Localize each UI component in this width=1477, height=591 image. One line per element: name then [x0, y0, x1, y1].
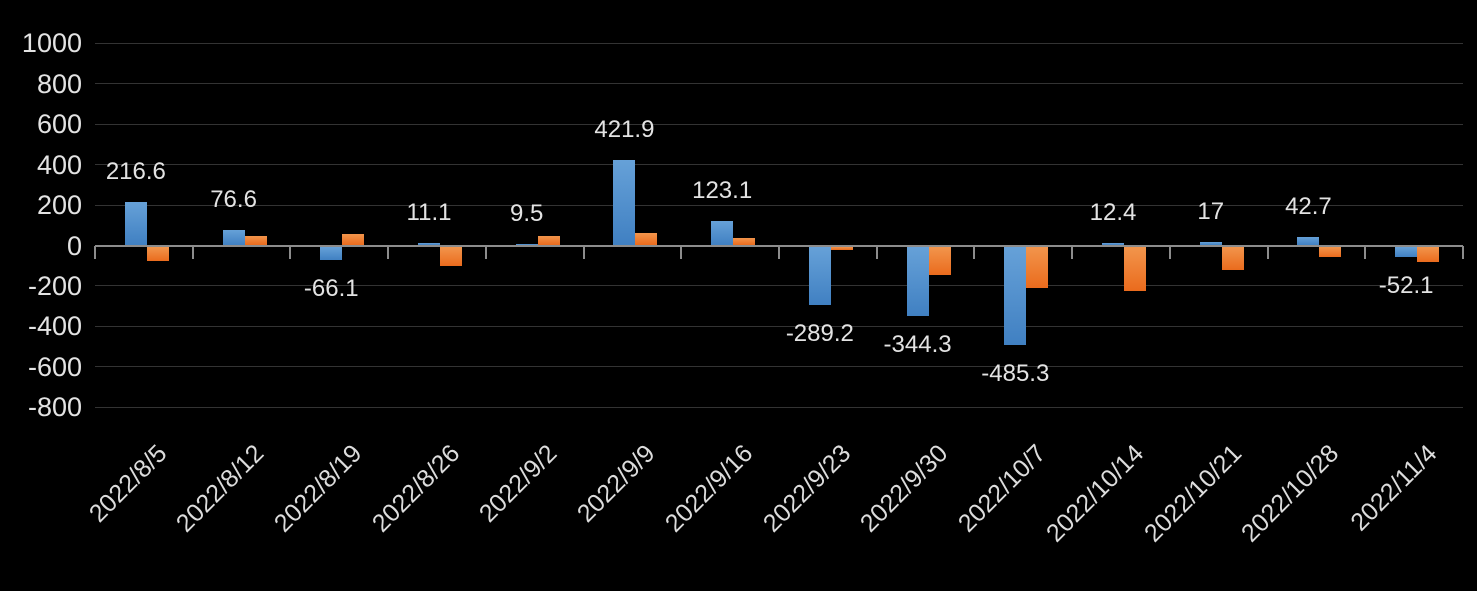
orange-series-bar [342, 234, 365, 246]
blue-series-bar [515, 243, 538, 246]
data-label: 421.9 [594, 116, 655, 144]
x-axis-tick [680, 245, 683, 259]
blue-series-bar [124, 201, 147, 246]
x-axis-tick [289, 245, 292, 259]
x-axis-category-label: 2022/8/26 [366, 439, 466, 538]
x-axis-tick [1266, 245, 1269, 259]
blue-series-bar [613, 160, 636, 246]
data-label: 123.1 [692, 176, 753, 204]
x-axis-category-label: 2022/11/4 [1345, 439, 1443, 537]
x-axis-category-label: 2022/9/16 [659, 439, 759, 538]
blue-series-bar [222, 230, 245, 246]
orange-series-bar [733, 238, 756, 246]
y-axis-tick-label: -200 [27, 270, 82, 301]
data-label: 17 [1197, 198, 1225, 226]
y-axis-tick-label: 200 [36, 190, 82, 221]
y-axis-tick-label: -800 [27, 392, 82, 423]
x-axis-tick [778, 245, 780, 259]
x-axis-category-label: 2022/9/2 [474, 439, 563, 528]
orange-series-bar [928, 246, 951, 275]
orange-series-bar [440, 246, 462, 266]
x-axis-tick [582, 245, 585, 259]
y-axis-tick-label: 400 [36, 149, 82, 180]
gridline-600 [95, 123, 1463, 125]
gridline--400 [95, 325, 1463, 327]
gridline--200 [95, 285, 1463, 287]
data-label: -66.1 [303, 274, 359, 302]
y-axis-tick-label: -600 [27, 351, 82, 382]
y-axis-tick-label: 600 [36, 109, 82, 140]
gridline-1000 [95, 42, 1463, 44]
gridline-400 [95, 164, 1463, 166]
x-axis-tick [1071, 245, 1074, 259]
x-axis-category-label: 2022/10/28 [1236, 439, 1345, 548]
blue-series-bar [1199, 242, 1222, 246]
y-axis-tick-label: -400 [27, 311, 82, 342]
blue-series-bar [711, 220, 734, 246]
x-axis-category-label: 2022/8/19 [268, 439, 368, 538]
x-axis-category-label: 2022/9/23 [757, 439, 856, 538]
orange-series-bar [1124, 246, 1146, 291]
data-label: 76.6 [210, 186, 257, 213]
blue-series-bar [1004, 246, 1027, 345]
x-axis-category-label: 2022/8/12 [171, 439, 270, 538]
blue-series-bar [1102, 242, 1124, 246]
blue-series-bar [418, 243, 440, 246]
x-axis-category-label: 2022/9/30 [855, 439, 954, 538]
data-label: 12.4 [1089, 198, 1137, 226]
x-axis-tick [484, 245, 487, 259]
y-axis-tick-label: 800 [36, 68, 82, 99]
data-label: 9.5 [510, 199, 544, 227]
x-axis-tick [973, 245, 976, 259]
x-axis-tick [1462, 245, 1464, 259]
data-label: -289.2 [785, 319, 854, 347]
x-axis-tick [1364, 245, 1367, 259]
gridline--800 [95, 406, 1463, 408]
x-axis-tick [1168, 245, 1171, 259]
orange-series-bar [830, 246, 853, 250]
y-axis-tick-label: 0 [66, 230, 82, 261]
x-axis-category-label: 2022/8/5 [83, 439, 172, 528]
data-label: -344.3 [883, 331, 952, 359]
x-axis-category-label: 2022/9/9 [571, 439, 661, 528]
x-axis-tick [387, 245, 390, 259]
blue-series-bar [808, 246, 831, 305]
gridline-800 [95, 83, 1463, 85]
blue-series-bar [1395, 246, 1418, 258]
data-label: 42.7 [1285, 192, 1332, 220]
orange-series-bar [537, 236, 560, 246]
x-axis-tick [94, 245, 96, 259]
orange-series-bar [146, 246, 169, 261]
orange-series-bar [1319, 246, 1342, 257]
gridline--600 [95, 366, 1463, 368]
orange-series-bar [1221, 246, 1244, 270]
blue-series-bar [906, 246, 929, 317]
x-axis-tick [191, 245, 194, 259]
x-axis-tick [875, 245, 878, 259]
x-axis-category-label: 2022/10/7 [952, 439, 1052, 538]
data-label: -52.1 [1378, 272, 1434, 300]
data-label: 216.6 [105, 157, 166, 185]
gridline-200 [95, 204, 1463, 206]
x-axis-category-label: 2022/10/21 [1138, 439, 1247, 548]
data-label: -485.3 [981, 359, 1050, 387]
data-label: 11.1 [406, 199, 452, 227]
blue-series-bar [1297, 236, 1320, 246]
orange-series-bar [1026, 246, 1049, 288]
y-axis-tick-label: 1000 [21, 28, 82, 59]
orange-series-bar [1417, 246, 1440, 262]
orange-series-bar [635, 233, 658, 246]
orange-series-bar [244, 236, 267, 246]
blue-series-bar [320, 246, 343, 260]
x-axis-category-label: 2022/10/14 [1040, 439, 1150, 548]
